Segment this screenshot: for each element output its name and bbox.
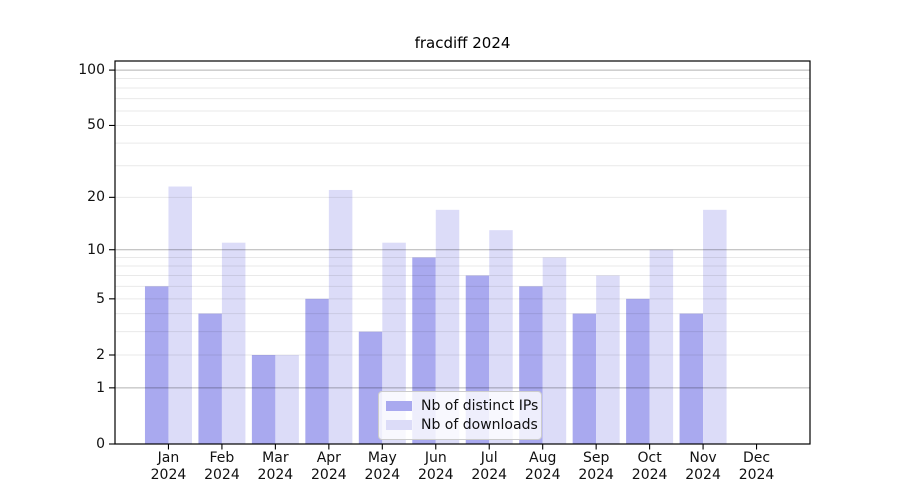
bar-downloads-nov <box>703 209 727 444</box>
x-tick-year: 2024 <box>578 467 614 483</box>
x-tick-month: May <box>367 450 397 466</box>
x-tick-label-jun: Jun 2024 <box>404 450 468 484</box>
bar-downloads-jul <box>489 230 513 444</box>
y-tick-label-0: 0 <box>96 436 105 452</box>
axes-frame <box>114 60 811 445</box>
y-tick-label-2: 2 <box>96 346 105 363</box>
bar-distinct-ips-mar <box>251 354 276 444</box>
bar-distinct-ips-oct <box>626 298 650 444</box>
bar-downloads-jun <box>435 209 460 444</box>
x-tick-year: 2024 <box>738 467 775 483</box>
bar-downloads-feb <box>221 242 246 444</box>
x-tick-year: 2024 <box>631 467 668 483</box>
x-tick-label-oct: Oct 2024 <box>618 450 682 484</box>
y-tick-label-5: 5 <box>96 290 105 307</box>
bar-downloads-mar <box>275 354 299 444</box>
x-tick-label-aug: Aug 2024 <box>511 450 575 484</box>
legend-label-distinct-ips: Nb of distinct IPs <box>421 397 539 414</box>
x-tick-label-jan: Jan 2024 <box>136 450 200 484</box>
x-tick-month: Sep <box>582 450 610 466</box>
x-tick-year: 2024 <box>311 467 347 483</box>
y-tick-label-50: 50 <box>87 117 105 134</box>
bar-downloads-aug <box>542 257 567 444</box>
x-tick-month: Nov <box>689 450 717 466</box>
legend-label-downloads: Nb of downloads <box>421 417 538 434</box>
y-tick-label-1: 1 <box>96 379 105 396</box>
x-tick-month: Feb <box>209 450 235 466</box>
bar-downloads-jan <box>168 186 192 444</box>
x-tick-month: Jun <box>424 450 447 466</box>
chart-title: fracdiff 2024 <box>414 34 511 52</box>
x-tick-year: 2024 <box>204 467 240 483</box>
x-tick-month: Mar <box>262 450 289 466</box>
x-tick-label-may: May 2024 <box>350 450 414 484</box>
legend-item-downloads: Nb of downloads <box>386 417 541 433</box>
x-tick-month: Dec <box>742 450 771 466</box>
bar-downloads-apr <box>328 189 353 444</box>
x-tick-month: Aug <box>529 450 557 466</box>
x-tick-label-mar: Mar 2024 <box>243 450 307 484</box>
legend-swatch-downloads <box>386 420 412 431</box>
x-tick-month: Apr <box>316 450 341 466</box>
bar-distinct-ips-may <box>358 331 383 444</box>
x-tick-label-feb: Feb 2024 <box>190 450 254 484</box>
bar-distinct-ips-apr <box>305 298 329 444</box>
legend: Nb of distinct IPs Nb of downloads <box>378 391 542 440</box>
x-tick-label-jul: Jul 2024 <box>457 450 521 484</box>
x-tick-label-dec: Dec 2024 <box>725 450 789 484</box>
bar-distinct-ips-feb <box>198 313 222 444</box>
y-tick-label-10: 10 <box>87 241 105 258</box>
x-tick-year: 2024 <box>685 467 721 483</box>
x-tick-label-apr: Apr 2024 <box>297 450 361 484</box>
x-tick-month: Jan <box>157 450 180 466</box>
x-tick-year: 2024 <box>471 467 508 483</box>
bar-distinct-ips-nov <box>679 313 704 444</box>
legend-item-distinct-ips: Nb of distinct IPs <box>386 398 541 414</box>
bar-distinct-ips-jan <box>144 286 169 444</box>
x-tick-month: Oct <box>637 450 662 466</box>
x-tick-year: 2024 <box>417 467 454 483</box>
x-tick-year: 2024 <box>257 467 294 483</box>
bar-distinct-ips-sep <box>572 313 597 444</box>
x-tick-year: 2024 <box>364 467 401 483</box>
x-tick-label-sep: Sep 2024 <box>564 450 628 484</box>
bar-downloads-oct <box>649 249 674 444</box>
x-tick-year: 2024 <box>524 467 561 483</box>
y-tick-label-20: 20 <box>87 189 105 206</box>
x-tick-label-nov: Nov 2024 <box>671 450 735 484</box>
x-tick-year: 2024 <box>150 467 187 483</box>
x-tick-month: Jul <box>480 450 498 466</box>
legend-swatch-distinct-ips <box>386 400 412 411</box>
bar-downloads-sep <box>596 275 620 444</box>
y-tick-label-100: 100 <box>78 62 105 79</box>
